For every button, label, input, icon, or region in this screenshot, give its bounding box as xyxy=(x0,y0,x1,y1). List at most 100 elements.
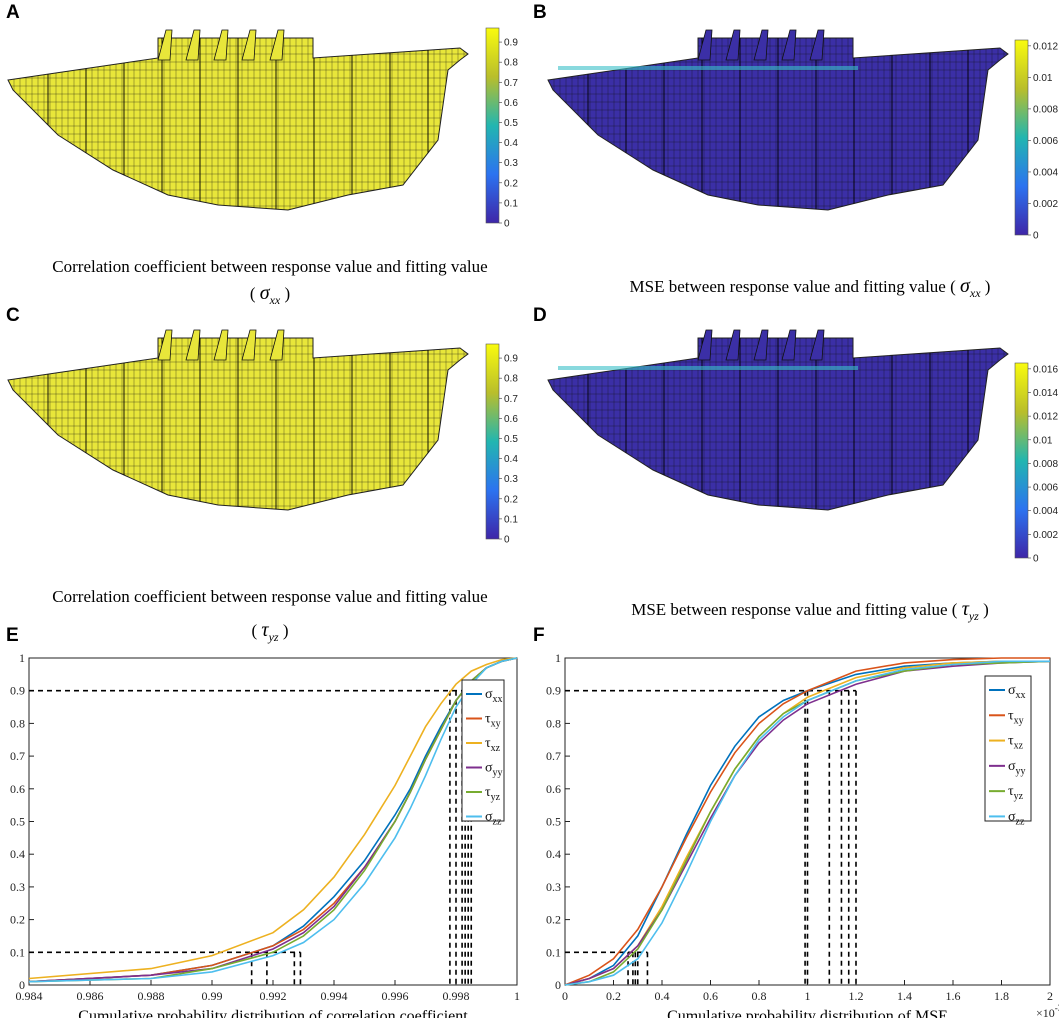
colorbar-b: 0 0.002 0.004 0.006 0.008 0.01 0.012 xyxy=(1014,39,1058,242)
colorbar-tick-label: 0.1 xyxy=(504,198,518,209)
colorbar-gradient xyxy=(1014,39,1029,236)
caption-c-line2: ( τyz ) xyxy=(251,619,289,644)
y-tick-label: 0 xyxy=(555,978,561,992)
colorbar-tick-label: 0 xyxy=(1033,554,1039,565)
spillway-pier xyxy=(753,29,769,61)
panel-label-e: E xyxy=(6,625,19,646)
series-line-szz xyxy=(564,660,1050,986)
colorbar-tick-label: 0 xyxy=(504,535,510,546)
spillway-pier xyxy=(725,29,741,61)
colorbar-tick-label: 0.2 xyxy=(504,178,518,189)
y-tick-label: 0.7 xyxy=(546,749,561,763)
y-tick-label: 0.8 xyxy=(546,716,561,730)
panel-label-f: F xyxy=(533,625,545,646)
colorbar-tick-label: 0.006 xyxy=(1033,136,1058,147)
y-tick-label: 0 xyxy=(19,978,25,992)
colorbar-tick-label: 0.7 xyxy=(504,394,518,405)
dam-mesh-mse-sxx xyxy=(547,29,1009,211)
spillway-pier xyxy=(781,29,797,61)
caption-a-line2: ( σxx ) xyxy=(249,282,291,307)
colorbar-gradient xyxy=(485,27,500,224)
y-tick-label: 0.3 xyxy=(10,880,25,894)
panel-label-c: C xyxy=(6,305,20,326)
dam-mesh-mse-tyz xyxy=(547,329,1009,511)
colorbar-a: 0 0.1 0.2 0.3 0.4 0.5 0.6 0.7 0.8 0.9 xyxy=(485,27,518,230)
series-line-syy xyxy=(564,660,1051,986)
y-tick-label: 0.6 xyxy=(546,782,561,796)
x-tick-label: 0.4 xyxy=(655,989,670,1003)
colorbar-tick-label: 0.008 xyxy=(1033,459,1058,470)
colorbar-tick-label: 0.9 xyxy=(504,354,518,365)
x-tick-label: 0.2 xyxy=(606,989,621,1003)
x-tick-label: 0.6 xyxy=(703,989,718,1003)
chart-e-correlation-cdf: 0.984 0.986 0.988 0.99 0.992 0.994 0.996 0.998 1… xyxy=(10,651,520,1018)
dam-mesh-correlation-sxx xyxy=(7,29,469,211)
colorbar-tick-label: 0 xyxy=(504,219,510,230)
y-tick-label: 0.8 xyxy=(10,716,25,730)
colorbar-tick-label: 0.4 xyxy=(504,138,518,149)
colorbar-tick-label: 0.016 xyxy=(1033,364,1058,375)
plot-area xyxy=(28,657,518,986)
caption-a-line1: Correlation coefficient between response… xyxy=(52,257,488,276)
colorbar-tick-label: 0.01 xyxy=(1033,73,1053,84)
colorbar-tick-label: 0.2 xyxy=(504,494,518,505)
x-tick-label: 1.6 xyxy=(946,989,961,1003)
series-line-tyz xyxy=(28,657,518,983)
spillway-pier xyxy=(753,329,769,361)
x-multiplier: ×10-3 xyxy=(1036,1003,1059,1018)
y-tick-label: 0.5 xyxy=(10,815,25,829)
colorbar-tick-label: 0.012 xyxy=(1033,412,1058,423)
colorbar-tick-label: 0.002 xyxy=(1033,530,1058,541)
y-tick-label: 0.4 xyxy=(10,847,25,861)
spillway-pier xyxy=(809,329,825,361)
y-tick-label: 1 xyxy=(19,651,25,665)
caption-c-line1: Correlation coefficient between response… xyxy=(52,587,488,606)
legend-box xyxy=(461,679,505,822)
high-error-band xyxy=(558,66,858,70)
x-tick-label: 0.986 xyxy=(77,989,104,1003)
chart-f-mse-cdf: 0 0.2 0.4 0.6 0.8 1 1.2 1.4 1.6 1.8 2 0 0.1 0.2 0.3 0.4… xyxy=(546,651,1059,1018)
x-axis-label: Cumulative probability distribution of M… xyxy=(667,1008,948,1018)
x-tick-label: 1.2 xyxy=(849,989,864,1003)
x-tick-label: 0.988 xyxy=(138,989,165,1003)
x-tick-label: 2 xyxy=(1047,989,1053,1003)
spillway-pier xyxy=(697,329,713,361)
colorbar-tick-label: 0.3 xyxy=(504,158,518,169)
y-tick-label: 1 xyxy=(555,651,561,665)
spillway-pier xyxy=(185,29,201,61)
y-tick-label: 0.4 xyxy=(546,847,561,861)
spillway-pier xyxy=(725,329,741,361)
colorbar-gradient xyxy=(1014,362,1029,559)
colorbar-tick-label: 0.1 xyxy=(504,514,518,525)
colorbar-gradient xyxy=(485,343,500,540)
spillway-pier xyxy=(185,329,201,361)
spillway-pier xyxy=(781,329,797,361)
colorbar-tick-label: 0.6 xyxy=(504,98,518,109)
spillway-pier xyxy=(157,29,173,61)
colorbar-tick-label: 0.3 xyxy=(504,474,518,485)
spillway-pier xyxy=(241,329,257,361)
colorbar-tick-label: 0 xyxy=(1033,231,1039,242)
series-line-txz xyxy=(28,657,518,980)
y-tick-label: 0.1 xyxy=(10,945,25,959)
x-tick-label: 0 xyxy=(562,989,568,1003)
x-tick-label: 0.992 xyxy=(260,989,287,1003)
y-tick-label: 0.9 xyxy=(10,684,25,698)
colorbar-tick-label: 0.004 xyxy=(1033,167,1058,178)
legend-box xyxy=(984,675,1032,822)
y-tick-label: 0.5 xyxy=(546,815,561,829)
spillway-pier xyxy=(213,29,229,61)
dam-mesh-correlation-tyz xyxy=(7,329,469,511)
colorbar-tick-label: 0.5 xyxy=(504,434,518,445)
colorbar-tick-label: 0.7 xyxy=(504,78,518,89)
y-tick-label: 0.2 xyxy=(546,913,561,927)
colorbar-tick-label: 0.006 xyxy=(1033,483,1058,494)
spillway-pier xyxy=(241,29,257,61)
x-axis-label: Cumulative probability distribution of c… xyxy=(78,1008,468,1018)
spillway-pier xyxy=(809,29,825,61)
colorbar-tick-label: 0.002 xyxy=(1033,199,1058,210)
caption-a-symbol: σxx xyxy=(259,282,281,307)
y-tick-label: 0.3 xyxy=(546,880,561,894)
spillway-pier xyxy=(157,329,173,361)
series-line-txy xyxy=(564,657,1050,986)
